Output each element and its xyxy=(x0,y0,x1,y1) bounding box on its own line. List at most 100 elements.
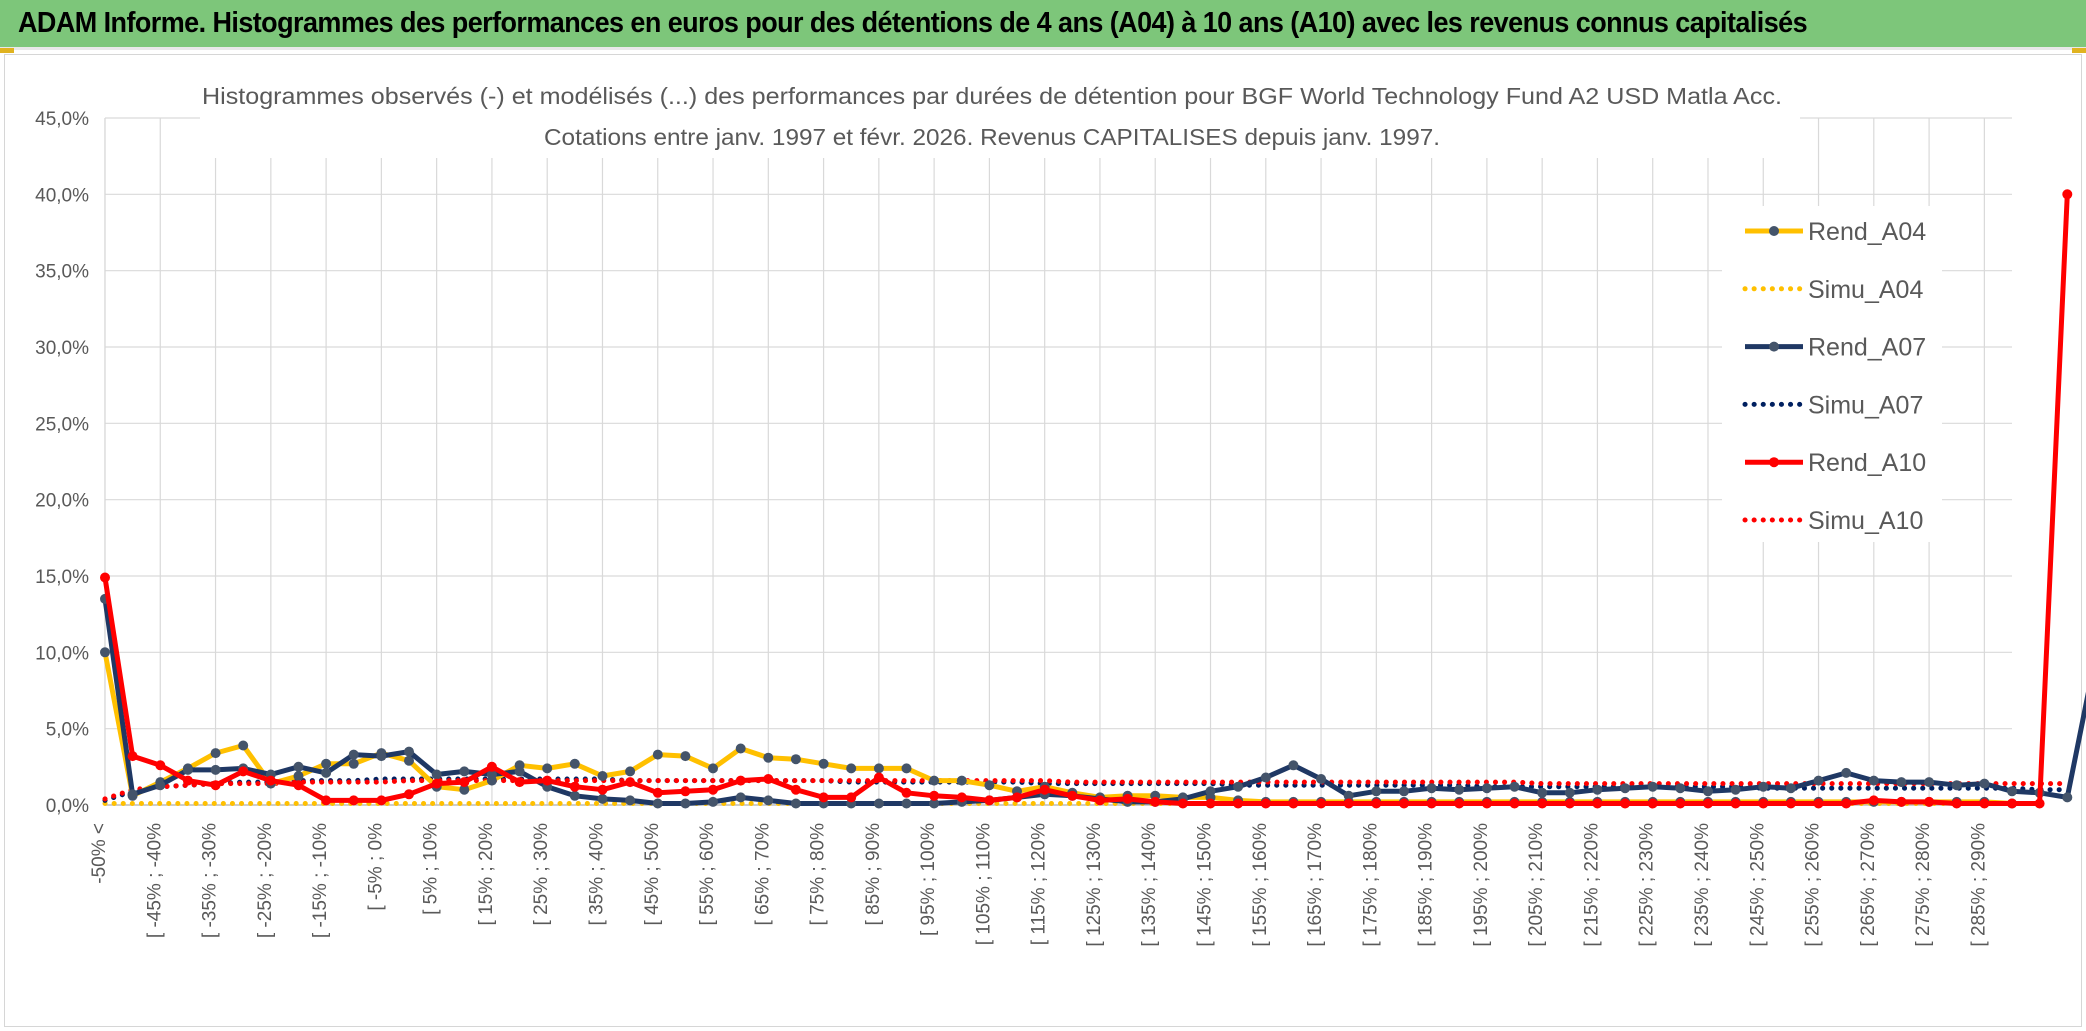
legend-label-Simu_A04: Simu_A04 xyxy=(1808,276,1923,304)
y-tick-label: 35,0% xyxy=(35,262,89,283)
data-point-Rend_A04 xyxy=(901,763,912,774)
data-point-Rend_A10 xyxy=(459,777,470,788)
data-point-Rend_A07 xyxy=(1703,786,1713,797)
data-point-Rend_A10 xyxy=(625,777,636,788)
data-point-Rend_A10 xyxy=(238,766,249,777)
data-point-Rend_A10 xyxy=(2007,798,2017,809)
x-tick-label: [ 175% ; 180% xyxy=(1360,823,1381,947)
data-point-Rend_A07 xyxy=(1979,778,1990,789)
title-backdrop xyxy=(200,74,1800,158)
data-point-Rend_A10 xyxy=(2034,798,2045,809)
data-point-Rend_A04 xyxy=(763,752,774,763)
data-point-Rend_A10 xyxy=(956,792,967,803)
data-point-Rend_A10 xyxy=(735,775,746,786)
data-point-Rend_A10 xyxy=(265,775,276,786)
data-point-Rend_A04 xyxy=(542,763,553,774)
data-point-Rend_A10 xyxy=(1951,798,1962,809)
series-layer xyxy=(100,189,2086,809)
data-point-Rend_A10 xyxy=(1233,798,1244,809)
legend-marker-Rend_A07 xyxy=(1769,341,1779,352)
axis-layer: 0,0% 5,0% 10,0% 15,0% 20,0% 25,0% 30,0% 35,0% 40… xyxy=(35,109,1989,947)
data-point-Rend_A07 xyxy=(625,795,636,806)
data-point-Rend_A07 xyxy=(1841,767,1852,778)
x-tick-label: [ 25% ; 30% xyxy=(531,823,552,926)
data-point-Rend_A07 xyxy=(1509,781,1520,792)
data-point-Rend_A07 xyxy=(1730,784,1741,795)
x-tick-label: [ 65% ; 70% xyxy=(752,823,773,926)
data-point-Rend_A07 xyxy=(1592,784,1603,795)
data-point-Rend_A07 xyxy=(376,751,387,762)
data-point-Rend_A10 xyxy=(1841,798,1852,809)
data-point-Rend_A10 xyxy=(1454,798,1465,809)
data-point-Rend_A10 xyxy=(404,789,414,800)
data-point-Rend_A07 xyxy=(321,767,332,778)
data-point-Rend_A07 xyxy=(569,790,580,801)
data-point-Rend_A04 xyxy=(293,771,304,781)
data-point-Rend_A10 xyxy=(100,572,110,583)
data-point-Rend_A10 xyxy=(984,795,995,806)
data-point-Rend_A07 xyxy=(1924,777,1935,788)
x-tick-label: [ 235% ; 240% xyxy=(1692,823,1713,947)
x-tick-label: [ -5% ; 0% xyxy=(365,823,386,911)
data-point-Rend_A07 xyxy=(790,798,801,809)
y-tick-label: 10,0% xyxy=(35,643,89,664)
legend-label-Rend_A10: Rend_A10 xyxy=(1808,449,1926,477)
x-tick-label: [ 165% ; 170% xyxy=(1305,823,1326,947)
data-point-Rend_A10 xyxy=(1813,798,1824,809)
data-point-Rend_A04 xyxy=(790,754,801,765)
x-tick-label: [ 225% ; 230% xyxy=(1637,823,1658,947)
legend-box xyxy=(1722,206,1942,542)
data-point-Rend_A10 xyxy=(1012,792,1022,803)
data-point-Rend_A10 xyxy=(1537,798,1548,809)
data-point-Rend_A07 xyxy=(182,764,193,775)
legend-label-Simu_A10: Simu_A10 xyxy=(1808,507,1923,535)
data-point-Rend_A07 xyxy=(348,749,359,760)
data-point-Rend_A10 xyxy=(1675,798,1686,809)
data-point-Rend_A10 xyxy=(708,784,718,795)
data-point-Rend_A07 xyxy=(459,766,470,777)
data-point-Rend_A04 xyxy=(984,780,995,791)
x-tick-label: [ -15% ; -10% xyxy=(310,823,331,938)
y-tick-label: 5,0% xyxy=(46,720,89,741)
data-point-Rend_A07 xyxy=(404,746,414,757)
x-tick-label: [ -35% ; -30% xyxy=(200,823,221,938)
data-point-Rend_A10 xyxy=(1177,798,1188,809)
data-point-Rend_A10 xyxy=(348,795,359,806)
data-point-Rend_A04 xyxy=(846,763,857,774)
data-point-Rend_A10 xyxy=(569,781,580,792)
data-point-Rend_A10 xyxy=(514,777,525,788)
x-tick-label: [ 95% ; 100% xyxy=(918,823,939,936)
data-point-Rend_A10 xyxy=(376,795,387,806)
x-tick-label: [ 5% ; 10% xyxy=(421,823,442,915)
data-point-Rend_A07 xyxy=(210,764,221,775)
data-point-Rend_A10 xyxy=(846,792,857,803)
legend-label-Rend_A07: Rend_A07 xyxy=(1808,334,1926,362)
data-point-Rend_A10 xyxy=(1509,798,1520,809)
data-point-Rend_A04 xyxy=(929,775,940,786)
data-point-Rend_A10 xyxy=(1067,790,1078,801)
data-point-Rend_A10 xyxy=(1316,798,1327,809)
data-point-Rend_A10 xyxy=(155,760,166,771)
data-point-Rend_A10 xyxy=(1343,798,1354,809)
data-point-Rend_A04 xyxy=(956,775,967,786)
data-point-Rend_A10 xyxy=(1620,798,1631,809)
data-point-Rend_A10 xyxy=(2062,189,2073,200)
data-point-Rend_A04 xyxy=(210,748,221,759)
data-point-Rend_A07 xyxy=(1288,760,1299,771)
x-tick-label: [ 285% ; 290% xyxy=(1968,823,1989,947)
data-point-Rend_A10 xyxy=(1896,796,1907,807)
x-tick-label: [ 245% ; 250% xyxy=(1747,823,1768,947)
data-point-Rend_A07 xyxy=(1647,781,1658,792)
x-tick-label: [ 205% ; 210% xyxy=(1526,823,1547,947)
data-point-Rend_A10 xyxy=(597,784,608,795)
x-tick-label: [ 145% ; 150% xyxy=(1195,823,1216,947)
data-point-Rend_A10 xyxy=(873,772,884,783)
data-point-Rend_A10 xyxy=(210,780,221,791)
data-point-Rend_A10 xyxy=(929,790,940,801)
data-point-Rend_A10 xyxy=(293,780,304,791)
legend-marker-Rend_A04 xyxy=(1769,226,1779,236)
y-tick-label: 30,0% xyxy=(35,338,89,359)
data-point-Rend_A07 xyxy=(155,780,166,791)
x-tick-label: [ -45% ; -40% xyxy=(144,823,165,938)
